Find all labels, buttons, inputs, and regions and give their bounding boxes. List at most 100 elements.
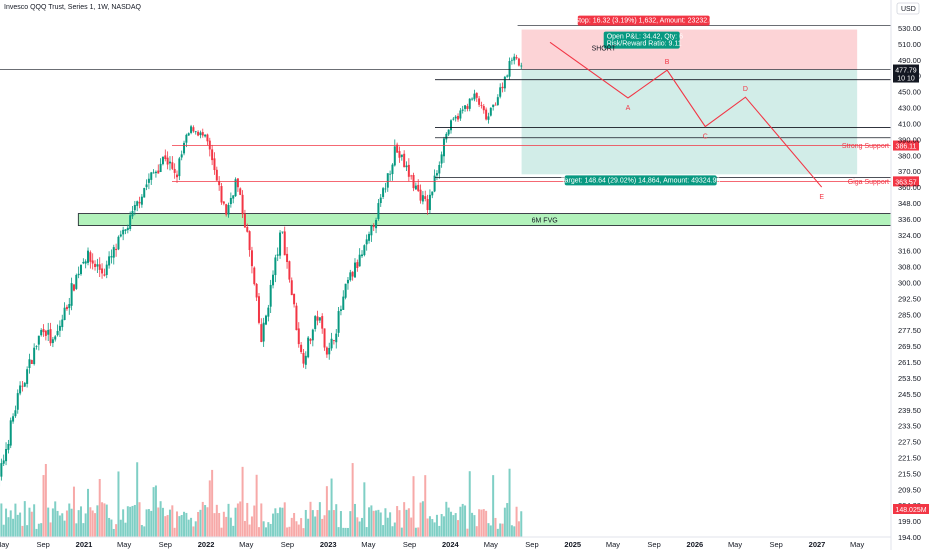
volume-bar <box>510 525 513 537</box>
time-axis[interactable]: May Sep 2021 May Sep 2022 May Sep 2023 May Sep 2024… <box>0 540 864 549</box>
volume-bar <box>447 507 450 537</box>
candle-body <box>286 253 289 262</box>
volume-bar <box>311 510 314 537</box>
volume-bar <box>262 521 265 537</box>
volume-bar <box>335 504 338 537</box>
price-tick-label: 261.50 <box>898 358 921 367</box>
candle-body <box>197 131 200 136</box>
volume-bar <box>176 511 179 537</box>
level-price-tag <box>893 176 919 187</box>
volume-bar <box>468 471 471 537</box>
time-tick-label: May <box>0 540 9 549</box>
volume-bar <box>68 503 71 537</box>
candle-body <box>54 336 57 340</box>
candle-body <box>421 195 424 202</box>
fvg-zone <box>77 213 892 226</box>
volume-bar <box>241 466 244 537</box>
candle-body <box>42 329 45 333</box>
price-tick-label: 348.00 <box>898 199 921 208</box>
volume-bar <box>255 474 258 537</box>
volume-bar <box>295 521 298 537</box>
level-price-value: 363.57 <box>895 179 917 186</box>
candle-body <box>499 87 502 97</box>
volume-bar <box>115 524 118 537</box>
volume-bar <box>492 475 495 537</box>
volume-bar <box>192 526 195 537</box>
candle-body <box>241 194 244 215</box>
volume-bar <box>325 486 328 537</box>
volume-bar <box>70 508 73 537</box>
candle-body <box>94 263 97 268</box>
volume-bar <box>489 525 492 537</box>
candle-body <box>225 204 228 215</box>
candle-body <box>459 110 462 119</box>
volume-bar <box>218 513 221 537</box>
candle-body <box>98 264 101 270</box>
candle-body <box>164 155 167 160</box>
target-tag-text: Target: 148.64 (29.02%) 14,864, Amount: … <box>561 177 720 184</box>
volume-bar <box>377 509 380 537</box>
volume-bar <box>309 501 312 537</box>
candle-body <box>482 106 485 111</box>
candle-body <box>403 153 406 168</box>
candle-body <box>222 201 225 204</box>
candle-body <box>426 199 429 211</box>
price-axis[interactable]: 530.00510.00490.00470.00450.00430.00410.… <box>893 24 929 542</box>
volume-bar <box>108 517 111 537</box>
candle-body <box>5 448 8 462</box>
time-tick-label: 2024 <box>442 540 460 549</box>
candle-body <box>250 250 253 267</box>
candle-body <box>414 185 417 190</box>
volume-bar <box>276 513 279 537</box>
volume-bar <box>232 525 235 537</box>
candle-body <box>260 324 263 343</box>
volume-bar <box>372 510 375 537</box>
volume-bar <box>56 510 59 537</box>
candle-body <box>461 109 464 111</box>
candle-body <box>143 188 146 198</box>
candle-body <box>201 132 204 136</box>
candle-body <box>239 188 242 195</box>
price-tick-label: 324.00 <box>898 231 921 240</box>
volume-bar <box>87 488 90 537</box>
volume-bar <box>520 511 523 537</box>
volume-bar <box>26 525 29 537</box>
volume-bar <box>28 507 31 537</box>
candle-body <box>159 163 162 172</box>
volume-bar <box>264 527 267 537</box>
volume-bar <box>201 501 204 537</box>
candle-body <box>248 231 251 251</box>
volume-bar <box>227 503 230 537</box>
candle-body <box>37 335 40 345</box>
candle-body <box>353 262 356 278</box>
candle-body <box>19 385 22 394</box>
candle-body <box>375 219 378 229</box>
candle-body <box>494 104 497 106</box>
volume-bar <box>82 523 85 537</box>
candle-body <box>246 226 249 232</box>
currency-box[interactable] <box>896 2 920 15</box>
volume-bar <box>136 462 139 537</box>
volume-bar <box>361 517 364 537</box>
volume-bar <box>368 507 371 537</box>
volume-bar <box>475 526 478 537</box>
candle-body <box>464 105 467 109</box>
candle-body <box>342 296 345 310</box>
volume-bar <box>288 526 291 537</box>
candle-body <box>365 239 368 245</box>
candle-body <box>131 211 134 217</box>
candle-body <box>293 293 296 305</box>
candle-body <box>487 116 490 120</box>
volume-bar <box>307 518 310 537</box>
candle-body <box>419 189 422 201</box>
last-price-countdown: 10 10 <box>897 76 915 83</box>
volume-bar <box>353 503 356 537</box>
volume-bar <box>157 507 160 537</box>
candle-body <box>356 262 359 269</box>
candle-body <box>103 274 106 276</box>
volume-bar <box>12 518 15 537</box>
volume-bar <box>365 527 368 537</box>
time-tick-label: 2022 <box>198 540 215 549</box>
volume-bar <box>229 517 232 537</box>
